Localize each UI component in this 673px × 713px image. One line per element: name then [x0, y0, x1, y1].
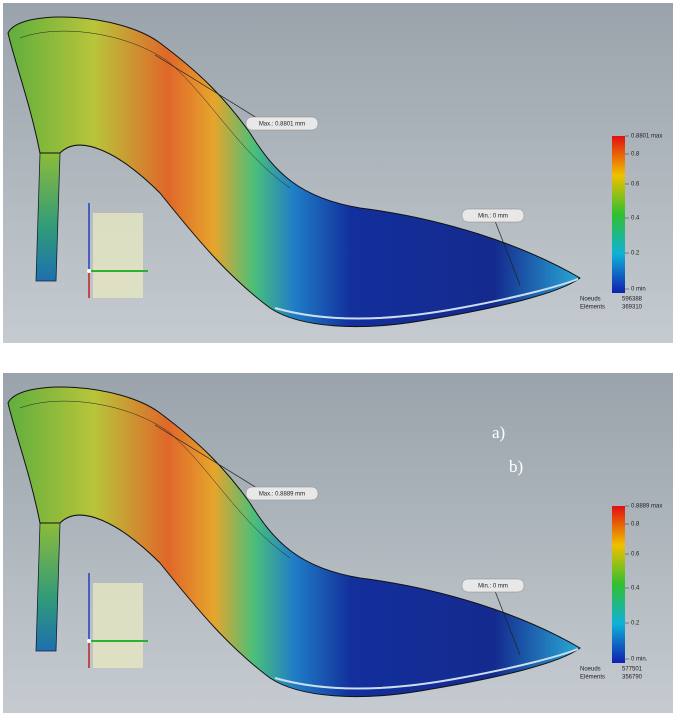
stat-value: 356790: [622, 675, 643, 681]
legend-label: 0.8: [631, 152, 640, 158]
stat-name: Noeuds: [580, 297, 601, 303]
max-label: Max.: 0.8801 mm: [259, 122, 305, 128]
stat-value: 577501: [622, 667, 643, 673]
legend-label: 0.8: [631, 522, 640, 528]
figure: Max.: 0.8801 mm Min.: 0 mm 0.8801 max 0.8 0.…: [0, 0, 673, 713]
stat-value: 369310: [622, 305, 643, 311]
min-label: Min.: 0 mm: [478, 214, 508, 220]
panel-b: [3, 373, 673, 713]
stat-value: 596388: [622, 297, 643, 303]
legend-label: 0.6: [631, 552, 640, 558]
legend-label: 0.2: [631, 621, 640, 627]
legend-label: 0.8801 max: [631, 134, 662, 140]
legend-label: 0.4: [631, 216, 640, 222]
legend-label: 0 min.: [631, 657, 648, 663]
legend-label: 0.2: [631, 251, 640, 257]
panel-a: [3, 3, 673, 343]
stat-name: Eléments: [580, 675, 605, 681]
legend-label: 0.8889 max: [631, 504, 662, 510]
label-a: a): [492, 423, 505, 442]
stat-name: Eléments: [580, 305, 605, 311]
legend-label: 0.4: [631, 586, 640, 592]
label-b: b): [509, 457, 523, 476]
legend-label: 0.6: [631, 182, 640, 188]
legend-label: 0 min: [631, 287, 646, 293]
stat-name: Noeuds: [580, 667, 601, 673]
min-label: Min.: 0 mm: [478, 584, 508, 590]
max-label: Max.: 0.8889 mm: [259, 492, 305, 498]
